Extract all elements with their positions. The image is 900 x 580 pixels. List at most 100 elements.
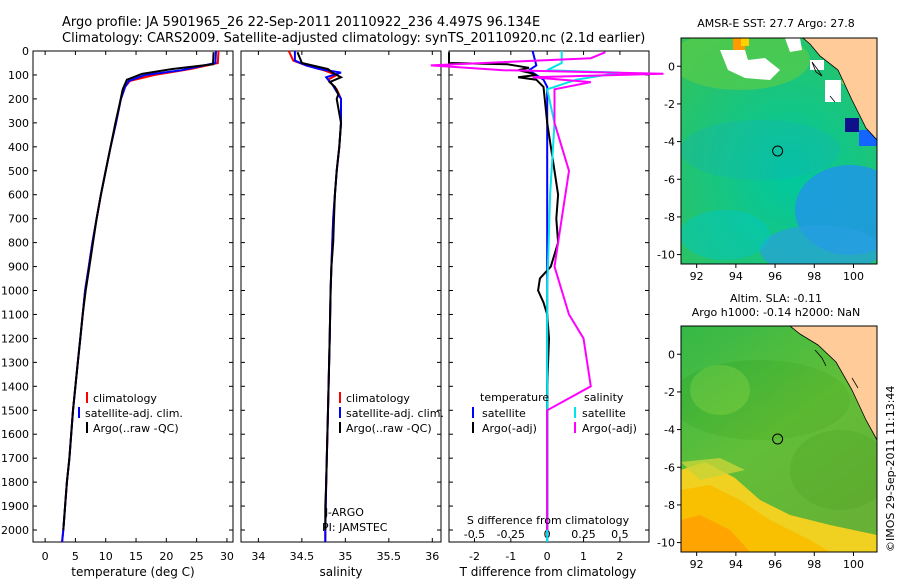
salinity-x-axis: 34 34.5 35 35.5 36 — [251, 51, 439, 563]
map-x-tick-label: 94 — [729, 558, 743, 571]
series-line-temperature-argo-adj- — [448, 52, 560, 530]
x-tick-label: 0 — [42, 550, 49, 563]
x-tick-label: -1 — [505, 550, 516, 563]
legend-label: Argo(..raw -QC) — [93, 422, 179, 435]
salinity-legend: climatology satellite-adj. clim. Argo(..… — [339, 392, 444, 435]
depth-tick-label: 1100 — [1, 308, 29, 321]
difference-x-axis: -2 -1 0 1 2-0.5 -0.25 0 0.25 0.5 — [464, 51, 629, 563]
map-y-tick-label: -4 — [664, 424, 675, 437]
depth-tick-label: 300 — [8, 117, 29, 130]
sla-map-title-line1: Altim. SLA: -0.11 — [730, 292, 822, 305]
sst-map-frame — [680, 37, 878, 265]
map-x-tick-label: 92 — [690, 270, 704, 283]
sst-map-title: AMSR-E SST: 27.7 Argo: 27.8 — [697, 17, 855, 30]
depth-tick-label: 0 — [22, 45, 29, 58]
series-line-salinity-satellite — [546, 51, 621, 542]
legend-label: Argo(..raw -QC) — [346, 422, 432, 435]
map-y-tick-label: -10 — [657, 537, 675, 550]
title-line2: Climatology: CARS2009. Satellite-adjuste… — [62, 31, 645, 46]
depth-tick-label: 800 — [8, 237, 29, 250]
depth-tick-label: 1700 — [1, 452, 29, 465]
x-tick-label: 34.5 — [290, 550, 315, 563]
x-tick-label: 15 — [129, 550, 143, 563]
legend-title-temperature: temperature — [480, 391, 549, 404]
depth-tick-label: 1300 — [1, 356, 29, 369]
depth-tick-label: 700 — [8, 213, 29, 226]
x-tick-label: 1 — [580, 550, 587, 563]
temperature-series — [61, 50, 220, 543]
s-tick-label: -0.25 — [497, 528, 525, 541]
map-y-tick-label: -6 — [664, 461, 675, 474]
depth-axis: 0 100 200 300 400 500 600 700 800 900 1000 1100 1200… — [1, 45, 649, 537]
map-y-tick-label: 0 — [668, 60, 675, 73]
salinity-xlabel: salinity — [319, 565, 362, 579]
map-x-tick-label: 100 — [843, 558, 864, 571]
map-x-tick-label: 98 — [807, 558, 821, 571]
sst-x-axis: 92 94 96 98 100 — [690, 264, 864, 283]
temperature-legend: climatology satellite-adj. clim. Argo(..… — [78, 392, 183, 435]
depth-tick-label: 600 — [8, 189, 29, 202]
x-tick-label: 10 — [99, 550, 113, 563]
depth-tick-label: 1600 — [1, 428, 29, 441]
series-line-satellite-adj-clim- — [293, 51, 342, 542]
legend-label: satellite — [482, 407, 526, 420]
salinity-series — [287, 50, 344, 542]
x-tick-label: 36 — [425, 550, 439, 563]
depth-tick-label: 500 — [8, 165, 29, 178]
sst-land — [802, 38, 877, 141]
legend-label: Argo(-adj) — [582, 422, 637, 435]
legend-label: Argo(-adj) — [482, 422, 537, 435]
depth-tick-label: 100 — [8, 69, 29, 82]
sst-y-axis: 0 -2 -4 -6 -8 -10 — [657, 60, 681, 262]
map-x-tick-label: 100 — [843, 270, 864, 283]
sla-map-title-line2: Argo h1000: -0.14 h2000: NaN — [692, 306, 861, 319]
depth-tick-label: 1200 — [1, 332, 29, 345]
depth-tick-label: 1800 — [1, 476, 29, 489]
depth-tick-label: 1500 — [1, 404, 29, 417]
depth-tick-label: 2000 — [1, 524, 29, 537]
depth-tick-label: 1000 — [1, 285, 29, 298]
sla-land — [789, 326, 877, 441]
s-tick-label: 0.5 — [611, 528, 629, 541]
sla-map-image — [681, 326, 877, 552]
map-x-tick-label: 96 — [768, 558, 782, 571]
depth-tick-label: 1400 — [1, 380, 29, 393]
sla-argo-marker — [772, 433, 784, 445]
depth-tick-label: 400 — [8, 141, 29, 154]
title-line1: Argo profile: JA 5901965_26 22-Sep-2011 … — [62, 15, 540, 30]
map-x-tick-label: 96 — [768, 270, 782, 283]
salinity-axes — [240, 50, 442, 543]
series-line-climatology — [287, 50, 342, 542]
legend-title-salinity: salinity — [584, 391, 624, 404]
s-difference-label: S difference from climatology — [467, 514, 630, 527]
temperature-axes — [32, 50, 234, 543]
sst-argo-marker — [772, 145, 784, 157]
map-y-tick-label: -8 — [664, 499, 675, 512]
map-x-tick-label: 98 — [807, 270, 821, 283]
x-tick-label: 25 — [190, 550, 204, 563]
map-y-tick-label: -8 — [664, 211, 675, 224]
map-y-tick-label: -10 — [657, 249, 675, 262]
t-difference-label: T difference from climatology — [459, 565, 637, 579]
sla-map-frame — [680, 325, 878, 553]
depth-tick-label: 200 — [8, 93, 29, 106]
series-line-salinity-argo-adj- — [430, 51, 664, 530]
annotation-pi: PI: JAMSTEC — [322, 521, 388, 534]
map-x-tick-label: 92 — [690, 558, 704, 571]
x-tick-label: 35.5 — [377, 550, 402, 563]
sla-x-axis: 92 94 96 98 100 — [690, 552, 864, 571]
map-y-tick-label: 0 — [668, 348, 675, 361]
legend-label: satellite-adj. clim. — [85, 407, 183, 420]
series-line-temperature-satellite — [527, 50, 549, 542]
difference-axes — [448, 50, 650, 543]
x-tick-label: 2 — [616, 550, 623, 563]
difference-series — [430, 50, 664, 542]
copyright-timestamp: ©IMOS 29-Sep-2011 11:13:44 — [884, 386, 897, 552]
depth-tick-label: 1900 — [1, 500, 29, 513]
s-tick-label: -0.5 — [464, 528, 485, 541]
series-line-argo-raw-qc- — [62, 52, 215, 531]
map-y-tick-label: -4 — [664, 136, 675, 149]
depth-tick-label: 900 — [8, 261, 29, 274]
x-tick-label: 0 — [544, 550, 551, 563]
